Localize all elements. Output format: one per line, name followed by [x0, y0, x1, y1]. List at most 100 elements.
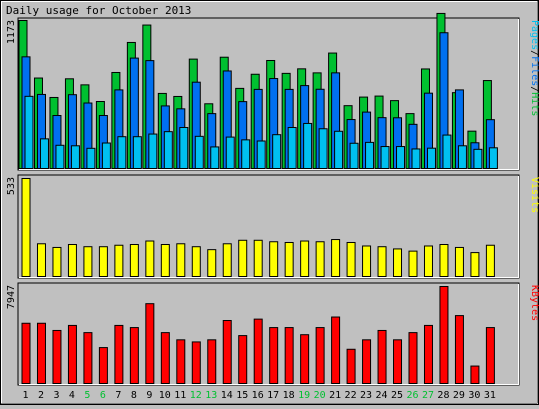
bar-kbytes-day-13 [207, 339, 217, 385]
bar-visits-day-29 [454, 246, 464, 277]
bar-visits-day-4 [67, 244, 77, 278]
day-label-11: 11 [174, 390, 186, 401]
bar-kbytes-day-5 [83, 332, 93, 384]
bar-pages-day-25 [396, 146, 406, 169]
bar-visits-day-19 [300, 240, 310, 277]
panel-visits: 533 Visits [6, 174, 539, 279]
day-label-17: 17 [267, 390, 279, 401]
bar-visits-day-8 [129, 244, 139, 278]
bar-kbytes-day-11 [176, 339, 186, 385]
day-label-7: 7 [115, 390, 121, 401]
bar-visits-day-16 [253, 239, 263, 277]
bar-pages-day-7 [117, 136, 127, 170]
bar-visits-day-6 [98, 246, 108, 277]
bar-kbytes-day-4 [67, 324, 77, 384]
bar-visits-day-25 [393, 248, 403, 277]
bar-pages-day-14 [225, 136, 235, 169]
day-label-10: 10 [159, 390, 171, 401]
bar-kbytes-day-24 [377, 329, 387, 384]
bar-visits-day-17 [269, 241, 279, 277]
bar-visits-day-30 [470, 252, 480, 278]
bar-visits-day-28 [439, 244, 449, 278]
bar-visits-day-18 [284, 241, 294, 277]
day-label-23: 23 [360, 390, 372, 401]
bar-visits-day-3 [52, 246, 62, 277]
day-label-5: 5 [84, 390, 90, 401]
bar-pages-day-1 [24, 95, 34, 169]
day-label-19: 19 [298, 390, 310, 401]
bar-kbytes-day-19 [300, 334, 310, 384]
bar-visits-day-15 [238, 239, 248, 277]
bar-visits-day-11 [176, 243, 186, 278]
bar-kbytes-day-26 [408, 332, 418, 384]
bar-pages-day-19 [303, 122, 313, 169]
bar-pages-day-2 [39, 138, 49, 170]
bar-visits-day-13 [207, 249, 217, 277]
bar-kbytes-day-9 [145, 303, 155, 384]
day-label-26: 26 [406, 390, 418, 401]
bar-kbytes-day-25 [393, 339, 403, 385]
chart-panels: 1173 Pages/Files/Hits 533 Visits 7947 KBytes [6, 12, 539, 386]
day-label-14: 14 [221, 390, 233, 401]
chart-title: Daily usage for October 2013 [6, 4, 191, 17]
bar-pages-day-31 [488, 147, 498, 169]
legend-entry: / [529, 86, 539, 92]
bar-pages-day-21 [334, 130, 344, 170]
legend-kbytes: KBytes [529, 285, 539, 321]
bar-kbytes-day-30 [470, 365, 480, 385]
bar-pages-day-24 [380, 146, 390, 169]
bar-kbytes-day-29 [454, 315, 464, 385]
bar-visits-day-24 [377, 246, 387, 277]
day-label-15: 15 [236, 390, 248, 401]
bar-pages-day-6 [101, 142, 111, 169]
day-label-27: 27 [422, 390, 434, 401]
day-label-25: 25 [391, 390, 403, 401]
bar-pages-day-15 [241, 139, 251, 169]
bar-kbytes-day-8 [129, 327, 139, 384]
y-max-label: 1173 [6, 20, 17, 44]
bar-kbytes-day-6 [98, 347, 108, 385]
legend-hits-files-pages: Pages/Files/Hits [529, 20, 539, 116]
bar-kbytes-day-21 [331, 316, 341, 384]
bar-visits-day-22 [346, 241, 356, 277]
day-label-6: 6 [100, 390, 106, 401]
bar-visits-day-10 [160, 244, 170, 278]
day-label-28: 28 [437, 390, 449, 401]
legend-entry: KBytes [529, 285, 539, 321]
bar-kbytes-day-17 [269, 327, 279, 384]
bar-pages-day-16 [256, 140, 266, 170]
bar-visits-day-23 [362, 245, 372, 277]
bar-kbytes-day-7 [114, 324, 124, 384]
bar-pages-day-29 [457, 145, 467, 169]
day-label-2: 2 [38, 390, 44, 401]
day-label-29: 29 [453, 390, 465, 401]
bar-kbytes-day-18 [284, 327, 294, 384]
bar-pages-day-17 [272, 134, 282, 170]
bar-kbytes-day-12 [191, 341, 201, 384]
day-label-1: 1 [22, 390, 28, 401]
bar-pages-day-27 [426, 147, 436, 170]
bar-pages-day-10 [163, 131, 173, 169]
legend-entry: Files [529, 56, 539, 86]
panel-kbytes: 7947 KBytes [6, 282, 539, 386]
day-label-9: 9 [146, 390, 152, 401]
day-label-4: 4 [69, 390, 75, 401]
day-label-31: 31 [484, 390, 496, 401]
bar-visits-day-1 [21, 178, 31, 277]
day-label-13: 13 [205, 390, 217, 401]
bar-kbytes-day-23 [362, 339, 372, 385]
bar-visits-day-5 [83, 246, 93, 277]
y-max-label: 7947 [6, 285, 17, 309]
bar-pages-day-5 [86, 147, 96, 170]
bar-kbytes-day-1 [21, 322, 31, 385]
bar-pages-day-13 [210, 146, 220, 169]
bar-visits-day-31 [485, 244, 495, 278]
day-axis-labels: 1 2 3 4 5 6 7 8 9 10 11 12 13 14 15 16 17 18 19 20 21 22 23 24 2… [22, 390, 495, 401]
bar-pages-day-30 [473, 148, 483, 169]
bar-kbytes-day-20 [315, 327, 325, 384]
bar-kbytes-day-28 [439, 286, 449, 384]
bar-pages-day-9 [148, 133, 158, 170]
legend-entry: / [529, 50, 539, 56]
bar-kbytes-day-31 [485, 327, 495, 384]
